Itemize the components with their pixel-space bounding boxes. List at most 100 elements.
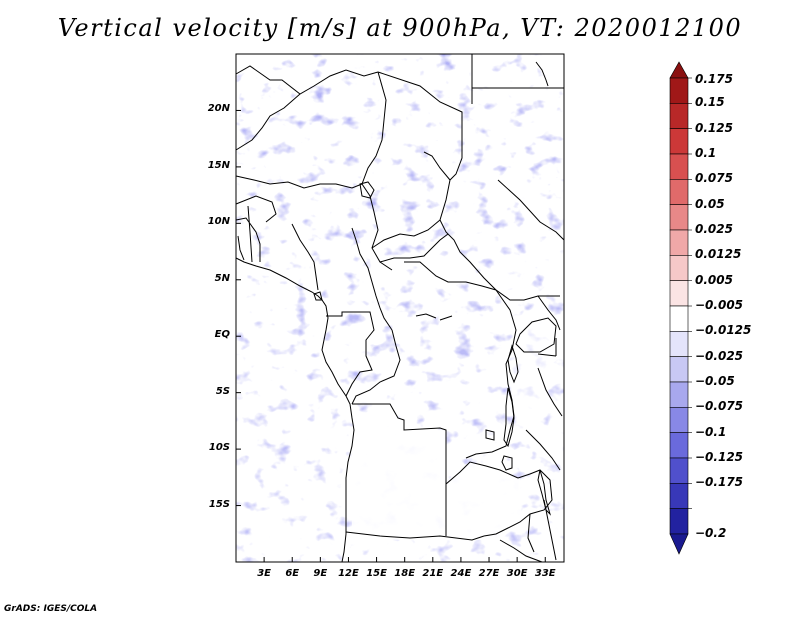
lon-tick-label: 18E <box>394 568 416 579</box>
country-borders <box>235 54 565 563</box>
colorbar-swatch <box>669 153 689 180</box>
colorbar-label: 0.075 <box>695 171 733 186</box>
border-gabon-congo <box>326 311 375 397</box>
lon-tick-label: 12E <box>338 568 359 579</box>
colorbar-label: 0.1 <box>695 146 717 160</box>
border-burkina <box>235 195 277 223</box>
colorbar-label: 0.15 <box>695 95 725 110</box>
colorbar <box>669 61 692 555</box>
map-frame <box>235 53 565 563</box>
lat-tick-label: 10S <box>208 442 230 454</box>
lat-tick-label: 5S <box>215 385 230 397</box>
colorbar-label: 0.05 <box>695 196 725 211</box>
colorbar-swatch <box>669 508 689 535</box>
lon-tick-label: 6E <box>285 568 300 579</box>
border-benin-togo <box>235 205 261 263</box>
map-title: Vertical velocity [m/s] at 900hPa, VT: 2… <box>57 14 743 42</box>
border-angola-namibia <box>345 531 485 541</box>
lon-tick-label: 21E <box>422 568 444 579</box>
border-congo-drc <box>351 329 401 405</box>
colorbar-swatch <box>669 457 689 484</box>
border-libya-egypt <box>377 71 463 181</box>
lake-albert <box>507 344 519 384</box>
colorbar-swatch <box>669 483 689 509</box>
colorbar-bottom-arrow <box>669 533 689 555</box>
lake-mweru <box>485 429 495 441</box>
vertical-velocity-field <box>236 54 564 562</box>
lat-tick-label: 15S <box>208 498 230 510</box>
bioko-island <box>313 291 323 301</box>
colorbar-label: −0.175 <box>695 475 744 490</box>
colorbar-label: 0.175 <box>695 72 733 86</box>
colorbar-label: −0.1 <box>695 424 727 439</box>
colorbar-swatch <box>669 103 689 129</box>
lon-tick-label: 27E <box>478 568 500 579</box>
colorbar-swatch <box>669 77 689 104</box>
border-sudan-chad-north <box>423 151 451 181</box>
colorbar-label: −0.025 <box>695 348 744 363</box>
colorbar-swatch <box>669 128 689 155</box>
colorbar-swatch <box>669 179 689 205</box>
lake-chad <box>359 181 375 199</box>
colorbar-swatch <box>669 255 689 281</box>
lat-ticks <box>236 109 241 507</box>
colorbar-swatch <box>669 229 689 256</box>
lake-kivu <box>501 455 513 471</box>
colorbar-swatch <box>669 407 689 433</box>
border-sudan-ethiopia <box>497 179 565 241</box>
colorbar-label: −0.125 <box>695 450 744 464</box>
border-algeria-niger <box>235 65 379 95</box>
border-car-drc <box>379 233 449 263</box>
border-sudan-west <box>439 179 497 291</box>
lakes <box>237 61 557 516</box>
border-zambia-east <box>483 469 553 537</box>
lake-victoria <box>515 317 557 353</box>
colorbar-swatch <box>669 381 689 408</box>
lake-malawi <box>537 469 552 516</box>
border-car-chad <box>371 219 441 249</box>
border-mozambique <box>499 539 543 563</box>
border-nigeria-cameroon <box>291 223 319 291</box>
border-drc-angola <box>352 403 519 486</box>
colorbar-label: −0.005 <box>695 298 744 312</box>
lon-ticks <box>263 557 546 562</box>
lat-tick-label: 10N <box>207 216 230 228</box>
lon-tick-label: 9E <box>313 568 328 579</box>
lat-tick-label: EQ <box>214 329 230 341</box>
colorbar-label: −0.05 <box>695 374 735 388</box>
colorbar-label: 0.125 <box>695 120 733 135</box>
lake-volta <box>237 235 245 261</box>
border-uganda-kenya <box>537 295 561 357</box>
lon-tick-label: 30E <box>506 568 528 579</box>
lon-tick-label: 24E <box>450 568 472 579</box>
lon-tick-label: 15E <box>366 568 387 579</box>
lake-bangweulu <box>415 313 453 321</box>
border-mali-niger <box>235 93 301 151</box>
lake-tanganyika <box>503 387 515 448</box>
coastline <box>235 257 355 563</box>
colorbar-label: −0.075 <box>695 399 744 414</box>
colorbar-swatch <box>669 280 689 307</box>
lake-river-east <box>535 61 549 87</box>
colorbar-swatch <box>669 331 689 357</box>
colorbar-label: −0.0125 <box>695 323 752 338</box>
border-libya <box>361 71 387 185</box>
lat-tick-label: 20N <box>207 103 230 115</box>
colorbar-swatch <box>669 305 689 332</box>
colorbar-swatch <box>669 204 689 231</box>
lat-tick-label: 5N <box>214 272 230 284</box>
lon-tick-label: 33E <box>534 568 556 579</box>
border-niger-nigeria <box>235 175 363 189</box>
colorbar-top-arrow <box>669 61 689 79</box>
colorbar-swatch <box>669 432 689 459</box>
border-drc-east <box>465 289 517 459</box>
colorbar-label: 0.0125 <box>695 247 742 262</box>
colorbar-label: 0.025 <box>695 222 733 236</box>
border-egypt-sudan <box>471 54 564 104</box>
border-tanzania <box>525 367 563 471</box>
colorbar-swatch <box>669 356 689 383</box>
border-south-sudan <box>404 261 560 301</box>
border-cameroon-car <box>351 227 393 331</box>
lat-tick-label: 15N <box>207 159 230 171</box>
